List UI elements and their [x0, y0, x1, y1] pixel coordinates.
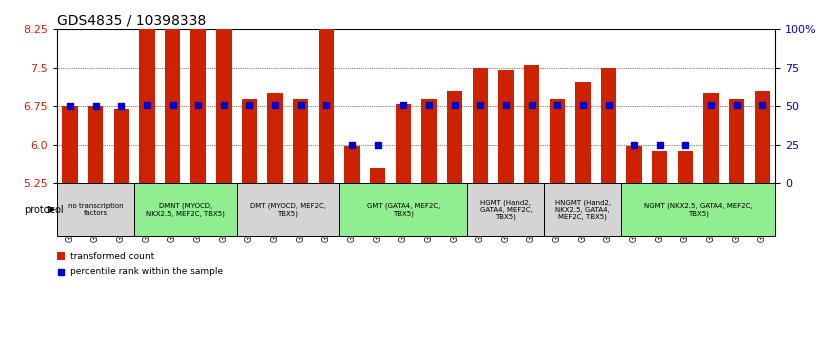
- Bar: [113, 109, 129, 183]
- Bar: [242, 99, 257, 183]
- Bar: [549, 99, 565, 183]
- Bar: [293, 99, 308, 183]
- Bar: [652, 151, 667, 183]
- Bar: [88, 106, 104, 183]
- Bar: [268, 93, 283, 183]
- Bar: [165, 16, 180, 183]
- Bar: [216, 8, 232, 183]
- FancyBboxPatch shape: [544, 183, 621, 236]
- Bar: [678, 151, 693, 183]
- Bar: [499, 70, 513, 183]
- Text: no transcription
factors: no transcription factors: [68, 203, 123, 216]
- Bar: [524, 65, 539, 183]
- Bar: [472, 68, 488, 183]
- Text: protocol: protocol: [24, 204, 64, 215]
- FancyBboxPatch shape: [57, 183, 134, 236]
- FancyBboxPatch shape: [468, 183, 544, 236]
- Bar: [703, 93, 719, 183]
- FancyBboxPatch shape: [237, 183, 339, 236]
- FancyBboxPatch shape: [621, 183, 775, 236]
- Bar: [396, 104, 411, 183]
- FancyBboxPatch shape: [134, 183, 237, 236]
- Text: HNGMT (Hand2,
NKX2.5, GATA4,
MEF2C, TBX5): HNGMT (Hand2, NKX2.5, GATA4, MEF2C, TBX5…: [555, 199, 611, 220]
- Bar: [319, 8, 334, 183]
- Bar: [421, 99, 437, 183]
- Text: GMT (GATA4, MEF2C,
TBX5): GMT (GATA4, MEF2C, TBX5): [366, 203, 440, 217]
- Bar: [447, 91, 463, 183]
- Bar: [755, 91, 770, 183]
- Bar: [190, 11, 206, 183]
- Text: percentile rank within the sample: percentile rank within the sample: [70, 268, 223, 276]
- Text: transformed count: transformed count: [70, 252, 154, 261]
- Bar: [627, 146, 642, 183]
- FancyBboxPatch shape: [339, 183, 468, 236]
- Text: NGMT (NKX2.5, GATA4, MEF2C,
TBX5): NGMT (NKX2.5, GATA4, MEF2C, TBX5): [644, 203, 752, 217]
- Text: DMNT (MYOCD,
NKX2.5, MEF2C, TBX5): DMNT (MYOCD, NKX2.5, MEF2C, TBX5): [146, 203, 224, 217]
- Bar: [57, 252, 64, 260]
- Bar: [140, 11, 154, 183]
- Bar: [601, 68, 616, 183]
- Text: HGMT (Hand2,
GATA4, MEF2C,
TBX5): HGMT (Hand2, GATA4, MEF2C, TBX5): [480, 199, 532, 220]
- Bar: [729, 99, 744, 183]
- Bar: [62, 106, 78, 183]
- Text: DMT (MYOCD, MEF2C,
TBX5): DMT (MYOCD, MEF2C, TBX5): [250, 203, 326, 217]
- Bar: [575, 82, 591, 183]
- Bar: [344, 146, 360, 183]
- Text: GDS4835 / 10398338: GDS4835 / 10398338: [57, 14, 206, 28]
- Bar: [370, 168, 385, 183]
